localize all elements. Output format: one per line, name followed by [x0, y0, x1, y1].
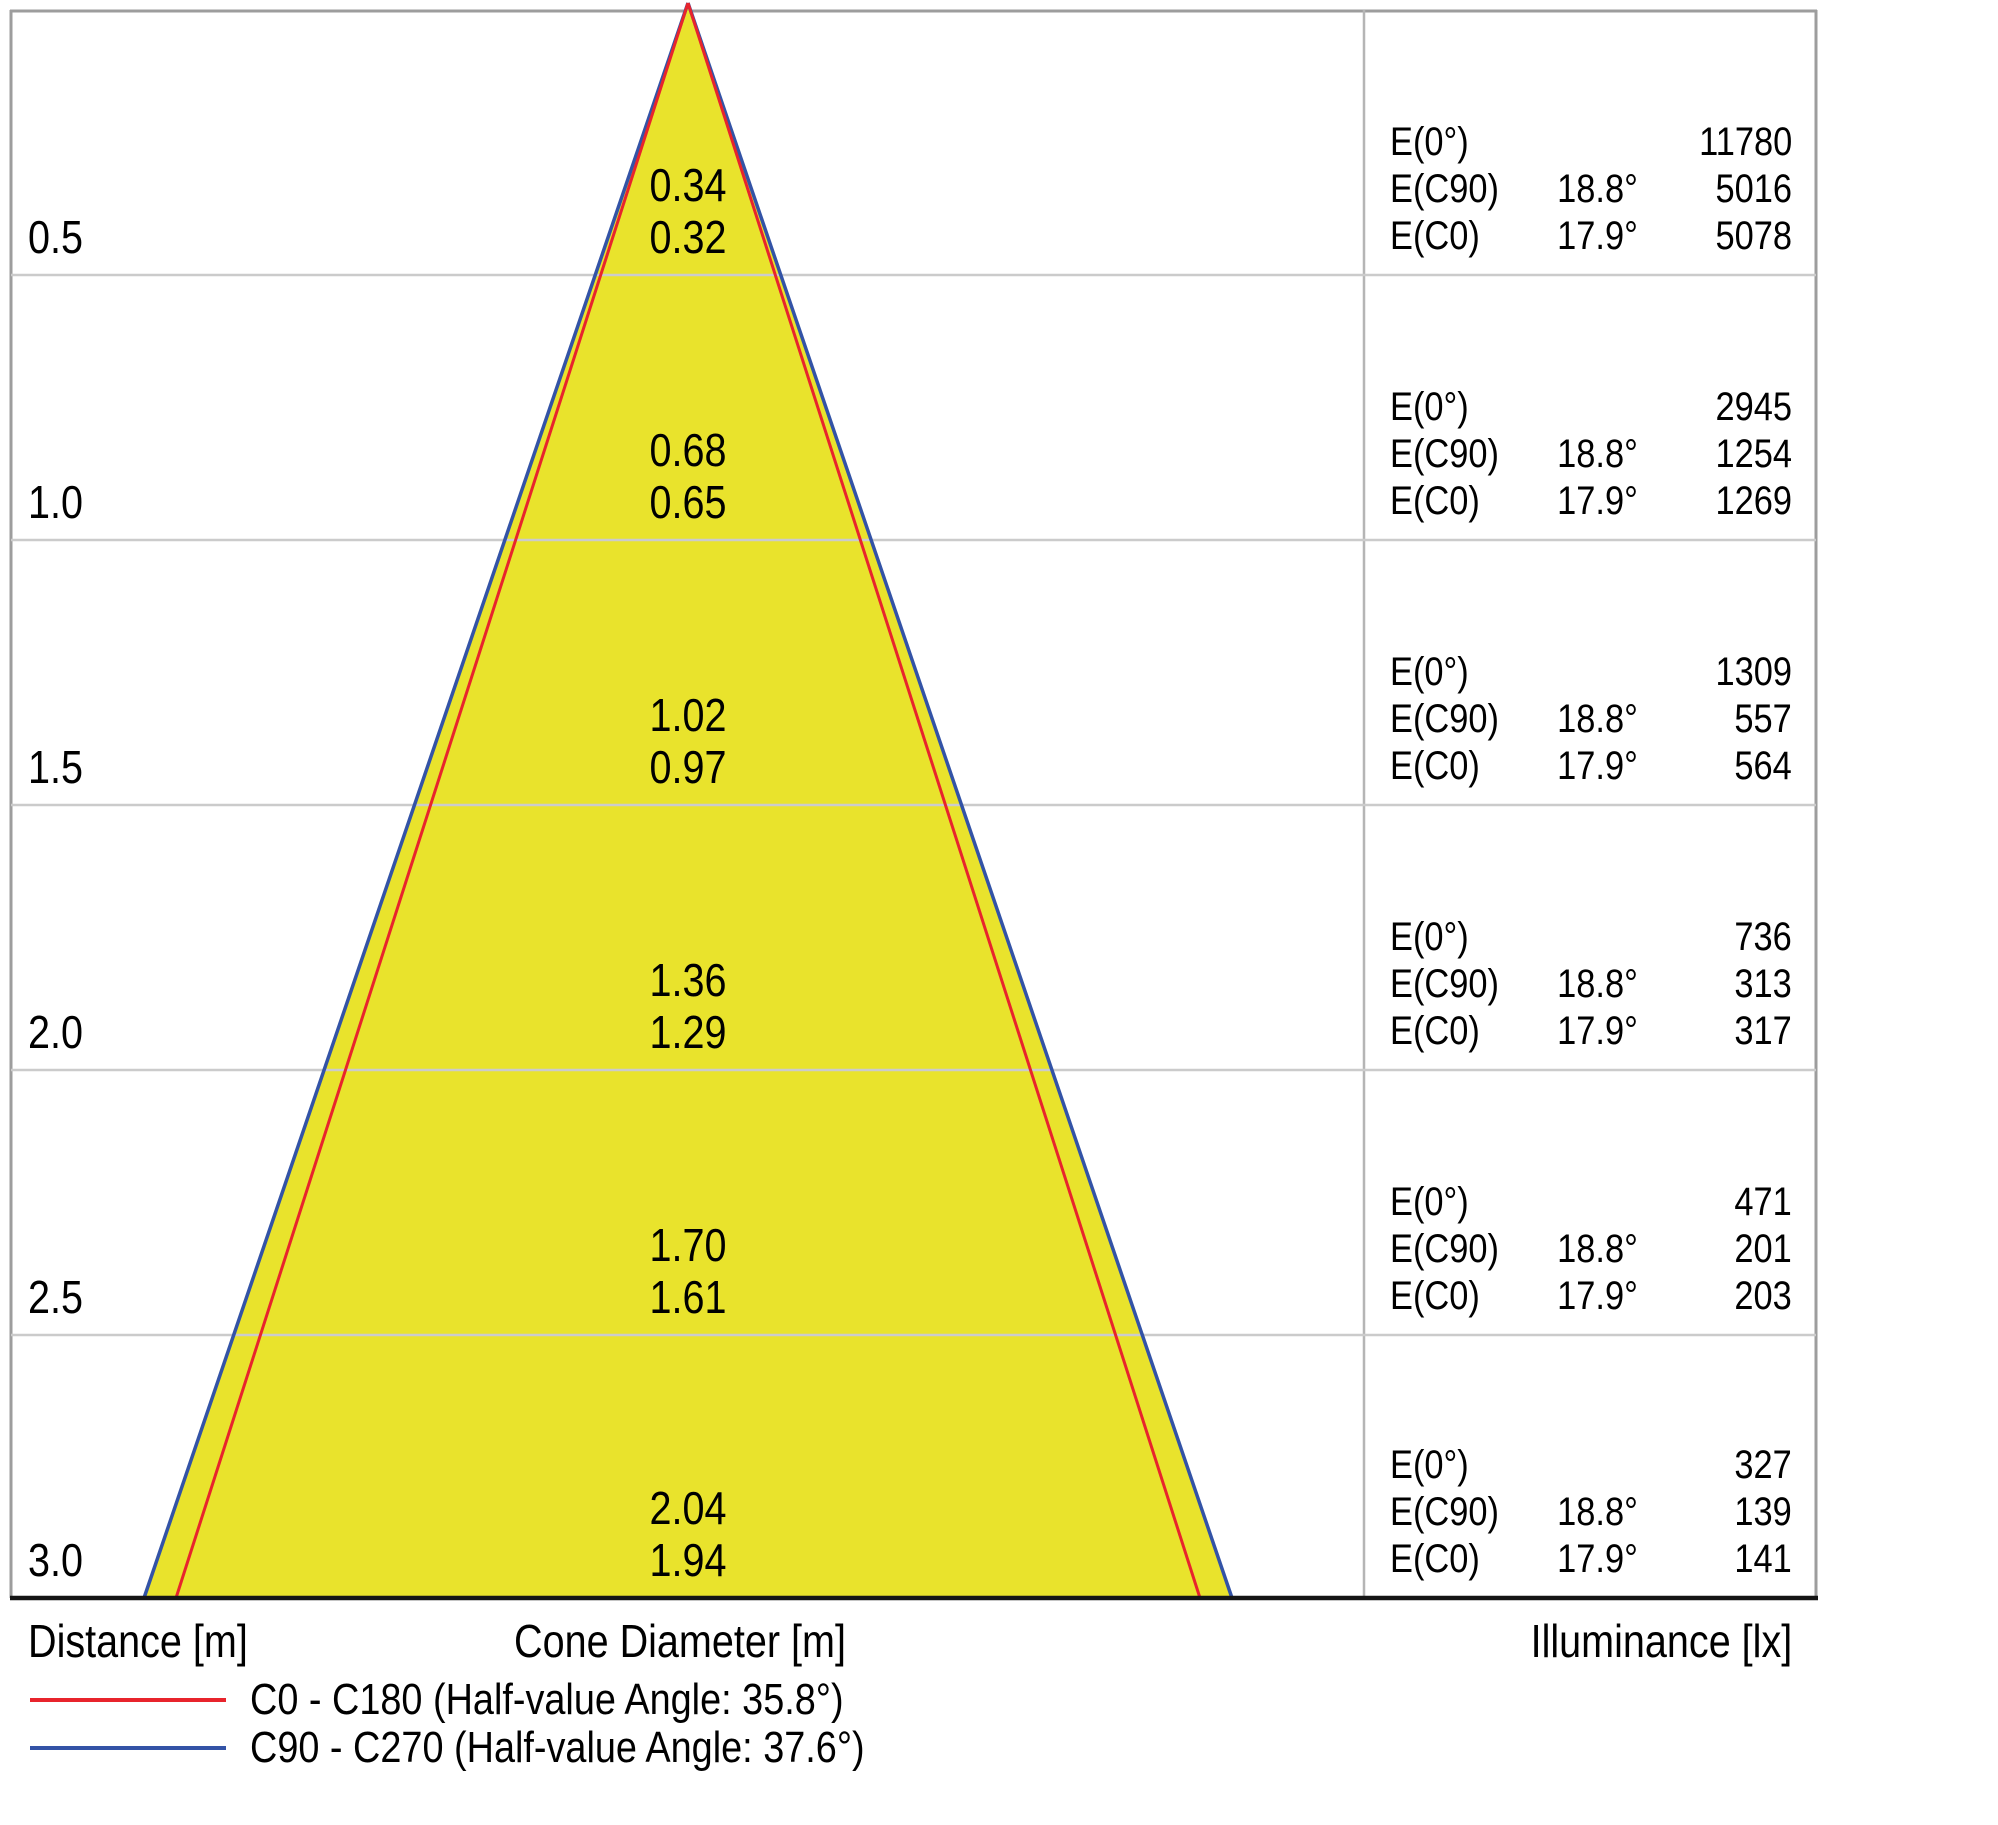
ec0-angle: 17.9°	[1557, 1274, 1638, 1318]
ec90-label: E(C90)	[1390, 1490, 1499, 1534]
light-cone-fill	[144, 3, 1232, 1598]
distance-column-label: Distance [m]	[28, 1615, 248, 1667]
cone-diameter-column-label: Cone Diameter [m]	[514, 1615, 846, 1667]
e0-label: E(0°)	[1390, 120, 1469, 164]
cone-diameter-c90: 0.68	[649, 424, 727, 476]
ec90-angle: 18.8°	[1557, 697, 1638, 741]
cone-diameter-c90: 0.34	[649, 159, 727, 211]
ec90-value: 557	[1734, 697, 1792, 741]
ec90-label: E(C90)	[1390, 432, 1499, 476]
ec90-value: 313	[1734, 962, 1792, 1006]
ec0-value: 564	[1734, 744, 1792, 788]
ec0-value: 141	[1734, 1537, 1792, 1581]
e0-value: 2945	[1715, 385, 1792, 429]
ec90-value: 201	[1734, 1227, 1792, 1271]
legend-c0-label: C0 - C180 (Half-value Angle: 35.8°)	[250, 1675, 844, 1724]
ec0-label: E(C0)	[1390, 1009, 1480, 1053]
ec90-label: E(C90)	[1390, 1227, 1499, 1271]
ec0-value: 317	[1734, 1009, 1792, 1053]
ec90-angle: 18.8°	[1557, 432, 1638, 476]
ec0-label: E(C0)	[1390, 1274, 1480, 1318]
ec90-angle: 18.8°	[1557, 1227, 1638, 1271]
e0-value: 11780	[1698, 120, 1792, 164]
e0-value: 327	[1734, 1443, 1792, 1487]
ec90-value: 139	[1734, 1490, 1792, 1534]
distance-label: 1.5	[28, 741, 83, 793]
ec90-label: E(C90)	[1390, 697, 1499, 741]
cone-diameter-c0: 0.97	[649, 741, 727, 793]
e0-label: E(0°)	[1390, 915, 1469, 959]
ec90-angle: 18.8°	[1557, 167, 1638, 211]
distance-label: 2.5	[28, 1271, 83, 1323]
ec0-label: E(C0)	[1390, 479, 1480, 523]
e0-label: E(0°)	[1390, 1443, 1469, 1487]
cone-diameter-c0: 0.32	[649, 211, 727, 263]
ec0-value: 203	[1734, 1274, 1792, 1318]
ec90-label: E(C90)	[1390, 167, 1499, 211]
legend-c90-label: C90 - C270 (Half-value Angle: 37.6°)	[250, 1723, 865, 1772]
ec90-angle: 18.8°	[1557, 1490, 1638, 1534]
cone-edge-c0-right	[686, 2, 1202, 1599]
cone-diameter-c90: 1.36	[649, 954, 727, 1006]
cone-diameter-c0: 0.65	[649, 476, 727, 528]
ec0-label: E(C0)	[1390, 744, 1480, 788]
distance-label: 3.0	[28, 1534, 83, 1586]
cone-diameter-c90: 1.02	[649, 689, 727, 741]
cone-edge-c90-left	[142, 2, 690, 1599]
distance-label: 0.5	[28, 211, 83, 263]
cone-diameter-c0: 1.29	[649, 1006, 727, 1058]
ec0-angle: 17.9°	[1557, 1009, 1638, 1053]
ec90-value: 1254	[1715, 432, 1792, 476]
e0-value: 736	[1734, 915, 1792, 959]
e0-label: E(0°)	[1390, 1180, 1469, 1224]
ec0-angle: 17.9°	[1557, 744, 1638, 788]
cone-diameter-c90: 2.04	[649, 1482, 727, 1534]
ec90-label: E(C90)	[1390, 962, 1499, 1006]
ec0-value: 1269	[1715, 479, 1792, 523]
ec0-angle: 17.9°	[1557, 479, 1638, 523]
e0-value: 1309	[1715, 650, 1792, 694]
distance-label: 1.0	[28, 476, 83, 528]
ec0-label: E(C0)	[1390, 214, 1480, 258]
cone-edge-c90-right	[686, 2, 1234, 1599]
ec90-angle: 18.8°	[1557, 962, 1638, 1006]
e0-value: 471	[1734, 1180, 1792, 1224]
distance-label: 2.0	[28, 1006, 83, 1058]
ec0-angle: 17.9°	[1557, 214, 1638, 258]
cone-diameter-c0: 1.94	[649, 1534, 727, 1586]
ec0-value: 5078	[1715, 214, 1792, 258]
ec0-angle: 17.9°	[1557, 1537, 1638, 1581]
ec0-label: E(C0)	[1390, 1537, 1480, 1581]
ec90-value: 5016	[1715, 167, 1792, 211]
cone-diameter-c0: 1.61	[649, 1271, 727, 1323]
e0-label: E(0°)	[1390, 650, 1469, 694]
e0-label: E(0°)	[1390, 385, 1469, 429]
cone-diameter-c90: 1.70	[649, 1219, 727, 1271]
cone-edge-c0-left	[174, 2, 690, 1599]
illuminance-column-label: Illuminance [lx]	[1530, 1615, 1792, 1667]
